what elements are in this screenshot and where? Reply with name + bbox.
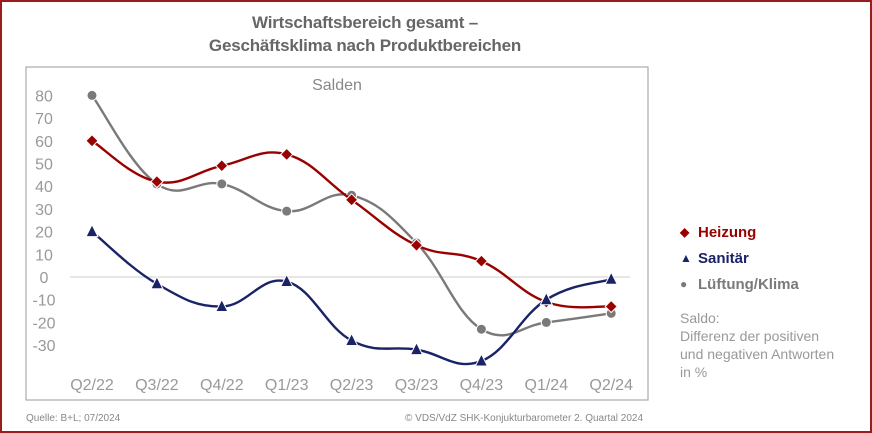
x-tick-label: Q1/24 <box>525 377 569 394</box>
y-tick-label: -30 <box>32 338 55 355</box>
chart-title-line2: Geschäftsklima nach Produktbereichen <box>208 36 522 55</box>
triangle-icon: ▲ <box>680 251 692 265</box>
series-line-l-ftung-klima <box>91 94 612 337</box>
data-point-sanit-r <box>409 341 424 356</box>
data-point-sanit-r <box>344 332 359 347</box>
legend-label: Sanitär <box>698 249 749 267</box>
chart-subtitle: Salden <box>312 77 362 94</box>
data-point-heizung <box>474 254 489 268</box>
data-point-heizung <box>344 193 359 207</box>
data-point-heizung <box>215 159 229 173</box>
data-point-sanit-r <box>604 271 619 285</box>
x-tick-label: Q4/22 <box>200 377 244 394</box>
data-point-heizung <box>279 147 294 162</box>
series-line-heizung <box>91 139 612 309</box>
data-point-l-ftung-klima <box>475 323 487 335</box>
y-tick-label: 70 <box>35 111 53 128</box>
y-tick-label: -10 <box>32 293 55 310</box>
x-tick-label: Q2/22 <box>70 377 114 394</box>
data-point-sanit-r <box>214 298 229 313</box>
data-point-sanit-r <box>279 273 294 288</box>
y-tick-label: 20 <box>35 225 53 242</box>
legend-item-heizung: ◆ Heizung <box>680 219 799 245</box>
data-point-sanit-r <box>150 275 164 290</box>
y-tick-label: 40 <box>35 179 53 196</box>
note-line: in % <box>680 364 708 380</box>
y-tick-label: 10 <box>35 247 53 264</box>
legend-item-lueftung: ● Lüftung/Klima <box>680 271 799 297</box>
y-tick-label: 50 <box>35 157 53 174</box>
legend-label: Heizung <box>698 223 757 241</box>
x-tick-label: Q2/24 <box>589 377 633 394</box>
source-text: Quelle: B+L; 07/2024 <box>26 413 121 424</box>
y-tick-label: 60 <box>35 134 53 151</box>
y-tick-label: -20 <box>32 315 55 332</box>
data-point-sanit-r <box>85 223 99 238</box>
data-point-sanit-r <box>474 352 489 367</box>
data-point-l-ftung-klima <box>86 89 98 101</box>
plot-area <box>25 66 649 401</box>
data-point-heizung <box>150 174 164 189</box>
y-tick-label: 0 <box>40 270 49 287</box>
y-tick-label: 30 <box>35 202 53 219</box>
data-point-heizung <box>409 238 424 252</box>
saldo-note: Saldo: Differenz der positiven und negat… <box>680 309 870 381</box>
diamond-icon: ◆ <box>680 225 690 239</box>
x-tick-label: Q3/22 <box>135 377 179 394</box>
data-point-heizung <box>85 134 99 148</box>
legend-item-sanitaer: ▲ Sanitär <box>680 245 799 271</box>
circle-icon: ● <box>680 277 688 291</box>
data-point-sanit-r <box>539 291 554 306</box>
x-tick-label: Q1/23 <box>265 377 309 394</box>
note-line: Differenz der positiven <box>680 328 820 344</box>
data-point-l-ftung-klima <box>281 205 293 217</box>
data-point-l-ftung-klima <box>540 316 552 328</box>
chart-title-line1: Wirtschaftsbereich gesamt – <box>252 13 478 32</box>
legend-label: Lüftung/Klima <box>698 275 799 293</box>
data-point-heizung <box>604 299 618 314</box>
x-tick-label: Q2/23 <box>330 377 374 394</box>
copyright-text: © VDS/VdZ SHK-Konjukturbarometer 2. Quar… <box>405 413 644 424</box>
x-tick-label: Q3/23 <box>395 377 439 394</box>
legend: ◆ Heizung ▲ Sanitär ● Lüftung/Klima <box>680 219 799 297</box>
data-point-l-ftung-klima <box>216 178 228 190</box>
note-line: Saldo: <box>680 310 720 326</box>
y-tick-label: 80 <box>35 88 53 105</box>
note-line: und negativen Antworten <box>680 346 835 362</box>
x-tick-label: Q4/23 <box>460 377 504 394</box>
